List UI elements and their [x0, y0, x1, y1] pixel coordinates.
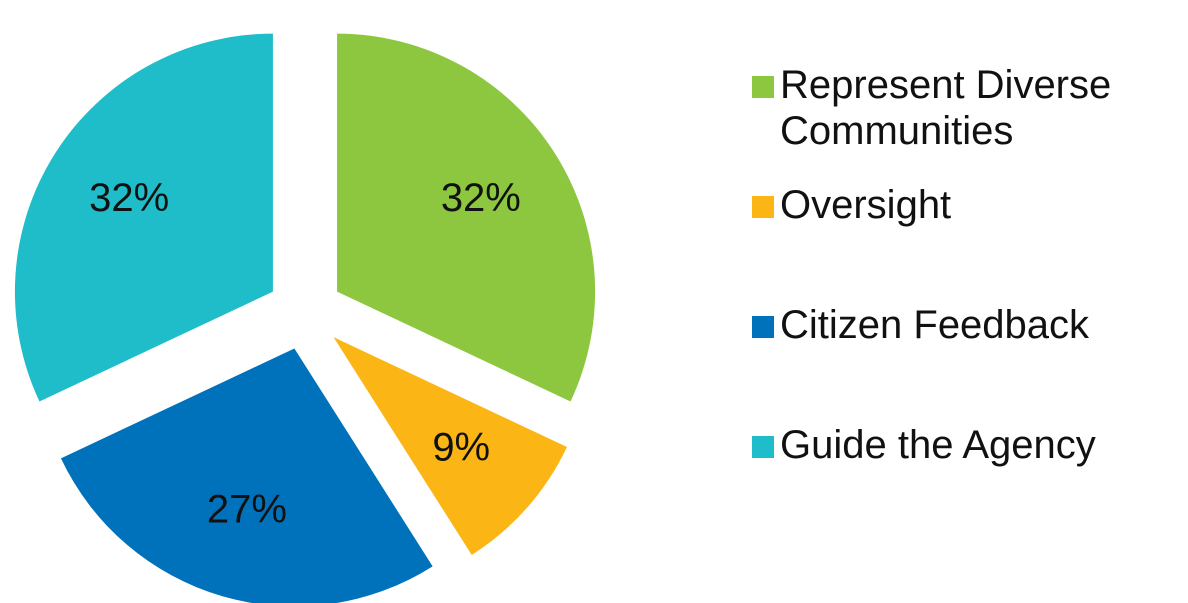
- legend-item: Guide the Agency: [752, 422, 1172, 468]
- legend-item: Oversight: [752, 182, 1172, 228]
- chart: 32% 9% 27% 32%: [14, 33, 596, 603]
- legend-swatch: [752, 316, 774, 338]
- pie-slice: [14, 33, 273, 402]
- legend-label: Guide the Agency: [780, 423, 1096, 467]
- pie-slice: [337, 33, 596, 402]
- pie-slice: [333, 337, 567, 555]
- legend-swatch: [752, 436, 774, 458]
- legend-swatch: [752, 76, 774, 98]
- legend-label: Citizen Feedback: [780, 303, 1090, 347]
- legend-item: Represent Diverse Communities: [752, 62, 1172, 154]
- legend-swatch: [752, 196, 774, 218]
- data-label: 27%: [207, 488, 287, 532]
- pie-slice: [60, 348, 433, 603]
- legend-item: Citizen Feedback: [752, 302, 1172, 348]
- data-label: 32%: [441, 176, 521, 220]
- legend-label: Oversight: [780, 183, 952, 227]
- data-label: 32%: [89, 176, 169, 220]
- legend-label: Represent Diverse Communities: [780, 63, 1112, 153]
- data-label: 9%: [432, 425, 490, 469]
